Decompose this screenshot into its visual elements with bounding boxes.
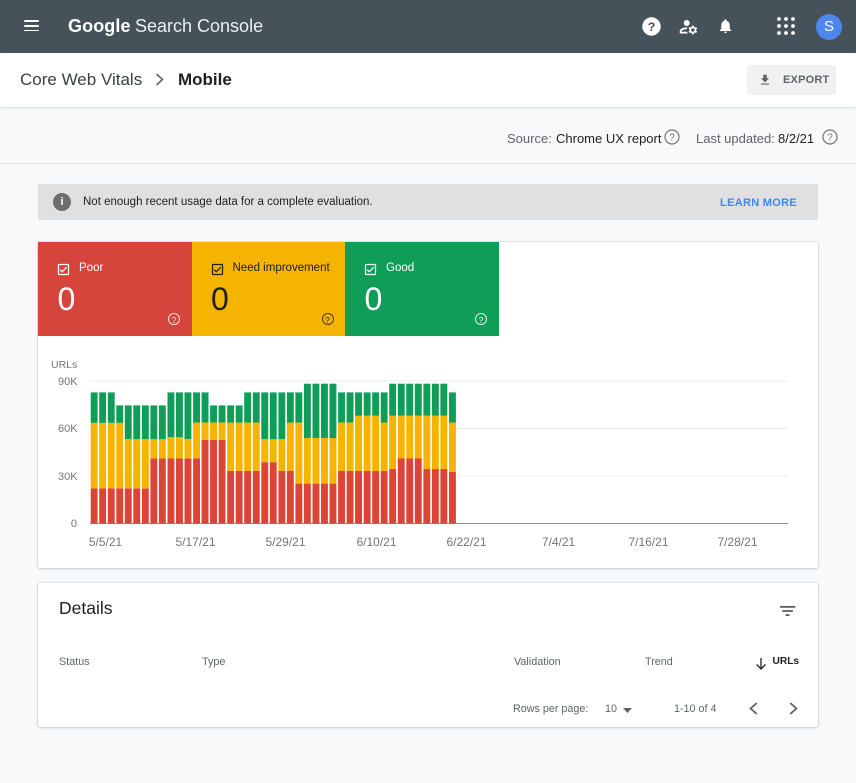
svg-text:?: ? (648, 20, 656, 34)
svg-text:?: ? (827, 133, 833, 144)
svg-text:?: ? (669, 133, 675, 144)
